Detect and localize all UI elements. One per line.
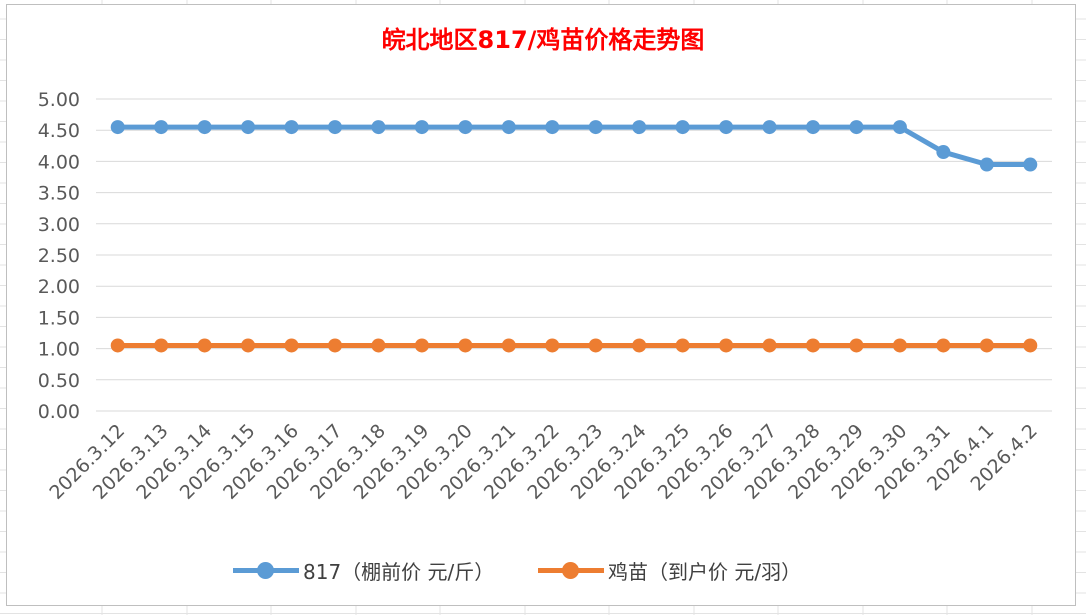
data-point-0[interactable]	[588, 120, 603, 135]
y-tick-label: 4.00	[38, 151, 80, 173]
data-point-0[interactable]	[849, 120, 864, 135]
data-point-0[interactable]	[154, 120, 169, 135]
y-tick-label: 3.00	[38, 214, 80, 236]
data-point-0[interactable]	[545, 120, 560, 135]
data-point-1[interactable]	[719, 338, 734, 353]
data-point-1[interactable]	[154, 338, 169, 353]
data-point-0[interactable]	[501, 120, 516, 135]
data-point-1[interactable]	[632, 338, 647, 353]
data-point-1[interactable]	[371, 338, 386, 353]
y-tick-label: 0.50	[38, 370, 80, 392]
data-point-0[interactable]	[110, 120, 125, 135]
data-point-1[interactable]	[284, 338, 299, 353]
y-tick-label: 5.00	[38, 89, 80, 111]
legend-marker-817	[233, 555, 299, 585]
data-point-0[interactable]	[197, 120, 212, 135]
data-point-1[interactable]	[110, 338, 125, 353]
data-point-1[interactable]	[501, 338, 516, 353]
y-tick-label: 4.50	[38, 120, 80, 142]
data-point-1[interactable]	[936, 338, 951, 353]
data-point-0[interactable]	[675, 120, 690, 135]
data-point-0[interactable]	[979, 157, 994, 172]
legend-entry-chick[interactable]: 鸡苗（到户价 元/羽）	[538, 555, 801, 585]
data-point-0[interactable]	[632, 120, 647, 135]
data-point-0[interactable]	[936, 145, 951, 160]
data-point-0[interactable]	[458, 120, 473, 135]
data-point-1[interactable]	[849, 338, 864, 353]
data-point-1[interactable]	[806, 338, 820, 353]
y-tick-label: 2.00	[38, 276, 80, 298]
data-point-0[interactable]	[892, 120, 907, 135]
data-point-0[interactable]	[719, 120, 734, 135]
data-point-0[interactable]	[1023, 157, 1038, 172]
data-point-1[interactable]	[414, 338, 429, 353]
data-point-1[interactable]	[762, 338, 777, 353]
data-point-1[interactable]	[458, 338, 473, 353]
chart-frame[interactable]	[6, 4, 1076, 606]
data-point-1[interactable]	[328, 338, 342, 353]
data-point-1[interactable]	[892, 338, 907, 353]
data-point-0[interactable]	[328, 120, 342, 135]
y-tick-label: 0.00	[38, 401, 80, 423]
data-point-1[interactable]	[675, 338, 690, 353]
data-point-0[interactable]	[241, 120, 256, 135]
data-point-1[interactable]	[588, 338, 603, 353]
legend-entry-817[interactable]: 817（棚前价 元/斤）	[233, 555, 494, 585]
data-point-1[interactable]	[197, 338, 212, 353]
legend-label-chick: 鸡苗（到户价 元/羽）	[608, 559, 802, 584]
data-point-0[interactable]	[371, 120, 386, 135]
y-tick-label: 3.50	[38, 183, 80, 205]
y-tick-label: 1.50	[38, 307, 80, 329]
data-point-1[interactable]	[545, 338, 560, 353]
data-point-0[interactable]	[414, 120, 429, 135]
data-point-0[interactable]	[806, 120, 820, 135]
data-point-1[interactable]	[979, 338, 994, 353]
chart-title: 皖北地区817/鸡苗价格走势图	[381, 26, 705, 54]
data-point-1[interactable]	[1023, 338, 1038, 353]
data-point-0[interactable]	[284, 120, 299, 135]
data-point-1[interactable]	[241, 338, 256, 353]
y-tick-label: 2.50	[38, 245, 80, 267]
y-tick-label: 1.00	[38, 339, 80, 361]
series-line-0	[117, 124, 1031, 168]
data-point-0[interactable]	[762, 120, 777, 135]
legend-marker-chick	[538, 555, 604, 585]
legend-label-817: 817（棚前价 元/斤）	[303, 559, 495, 584]
